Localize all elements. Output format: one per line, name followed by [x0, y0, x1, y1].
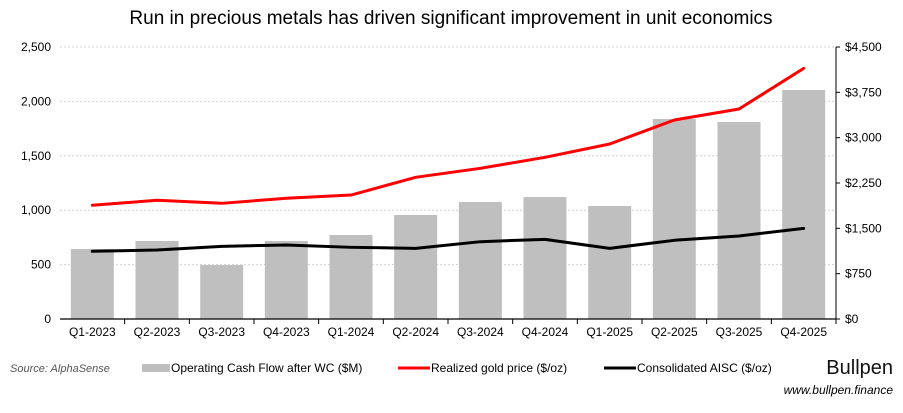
- chart-title: Run in precious metals has driven signif…: [129, 8, 772, 29]
- y-right-tick-label: $3,000: [845, 131, 882, 145]
- x-tick-label: Q1-2025: [586, 325, 633, 339]
- lines: [92, 68, 804, 251]
- bar: [265, 241, 308, 319]
- x-tick-label: Q2-2025: [651, 325, 698, 339]
- y-left-tick-label: 500: [31, 258, 51, 272]
- legend-swatch-ocf: [142, 364, 170, 372]
- y-right-tick-label: $4,500: [845, 40, 882, 54]
- bar: [200, 265, 243, 319]
- series-line: [92, 228, 803, 251]
- y-left-tick-label: 2,500: [21, 40, 51, 54]
- y-right-tick-label: $0: [845, 312, 859, 326]
- legend-label-aisc: Consolidated AISC ($/oz): [637, 361, 772, 375]
- source-note: Source: AlphaSense: [10, 363, 110, 375]
- series-line: [92, 68, 803, 205]
- x-tick-label: Q3-2025: [716, 325, 763, 339]
- x-tick-label: Q4-2025: [780, 325, 827, 339]
- x-tick-label: Q4-2024: [522, 325, 569, 339]
- brand-logo: Bullpen: [826, 357, 893, 379]
- bar: [653, 119, 696, 319]
- y-left-tick-label: 1,500: [21, 149, 51, 163]
- bars: [71, 90, 825, 319]
- y-left-tick-label: 2,000: [21, 94, 51, 108]
- y-right-tick-label: $750: [845, 267, 872, 281]
- bar: [718, 122, 761, 319]
- bar: [136, 241, 179, 319]
- y-right-tick-label: $1,500: [845, 221, 882, 235]
- bar: [588, 206, 631, 319]
- y-left-tick-label: 0: [44, 312, 51, 326]
- bar: [782, 90, 825, 319]
- bar: [459, 202, 502, 319]
- x-tick-label: Q2-2024: [392, 325, 439, 339]
- x-tick-label: Q2-2023: [134, 325, 181, 339]
- x-tick-label: Q3-2023: [198, 325, 245, 339]
- y-left-tick-label: 1,000: [21, 203, 51, 217]
- bar: [394, 215, 437, 319]
- legend: Source: AlphaSense Operating Cash Flow a…: [10, 357, 893, 397]
- bar: [524, 197, 567, 319]
- website: www.bullpen.finance: [784, 383, 894, 397]
- y-right-tick-label: $2,250: [845, 176, 882, 190]
- legend-label-gold: Realized gold price ($/oz): [431, 361, 567, 375]
- legend-label-ocf: Operating Cash Flow after WC ($M): [171, 361, 362, 375]
- x-tick-label: Q1-2024: [328, 325, 375, 339]
- bar: [71, 249, 114, 319]
- x-tick-label: Q1-2023: [69, 325, 116, 339]
- x-tick-label: Q4-2023: [263, 325, 310, 339]
- y-right-tick-label: $3,750: [845, 85, 882, 99]
- x-tick-label: Q3-2024: [457, 325, 504, 339]
